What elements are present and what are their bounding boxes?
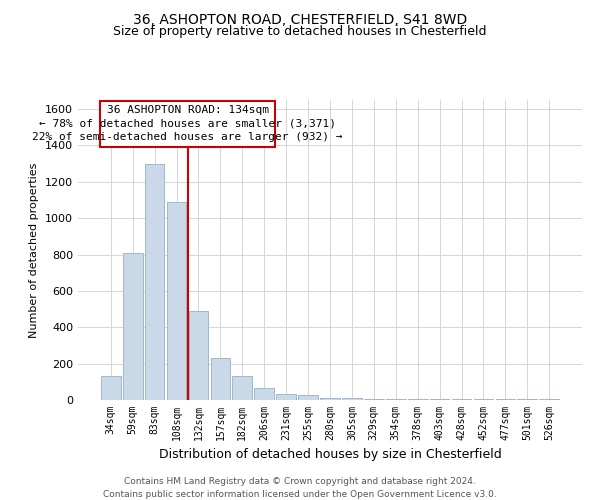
X-axis label: Distribution of detached houses by size in Chesterfield: Distribution of detached houses by size … (158, 448, 502, 462)
Text: 36 ASHOPTON ROAD: 134sqm: 36 ASHOPTON ROAD: 134sqm (107, 104, 269, 115)
Bar (320, 398, 340, 400)
Bar (232, 376, 252, 400)
Text: 22% of semi-detached houses are larger (932) →: 22% of semi-detached houses are larger (… (32, 132, 343, 142)
Bar (430, 399, 449, 400)
Bar (342, 398, 362, 400)
Bar (364, 398, 384, 400)
Text: Size of property relative to detached houses in Chesterfield: Size of property relative to detached ho… (113, 25, 487, 38)
Bar (276, 394, 296, 400)
Y-axis label: Number of detached properties: Number of detached properties (29, 162, 40, 338)
Bar (254, 388, 274, 400)
Bar (408, 399, 428, 400)
Bar (298, 396, 318, 400)
Bar (123, 252, 143, 400)
Text: Contains HM Land Registry data © Crown copyright and database right 2024.: Contains HM Land Registry data © Crown c… (124, 478, 476, 486)
Bar (539, 399, 559, 400)
Bar (167, 202, 187, 400)
Bar (188, 311, 208, 400)
Text: 36, ASHOPTON ROAD, CHESTERFIELD, S41 8WD: 36, ASHOPTON ROAD, CHESTERFIELD, S41 8WD (133, 12, 467, 26)
Bar (100, 101, 275, 148)
Bar (211, 358, 230, 400)
Bar (101, 376, 121, 400)
Text: ← 78% of detached houses are smaller (3,371): ← 78% of detached houses are smaller (3,… (39, 118, 336, 128)
Text: Contains public sector information licensed under the Open Government Licence v3: Contains public sector information licen… (103, 490, 497, 499)
Bar (145, 164, 164, 400)
Bar (386, 398, 406, 400)
Bar (452, 399, 472, 400)
